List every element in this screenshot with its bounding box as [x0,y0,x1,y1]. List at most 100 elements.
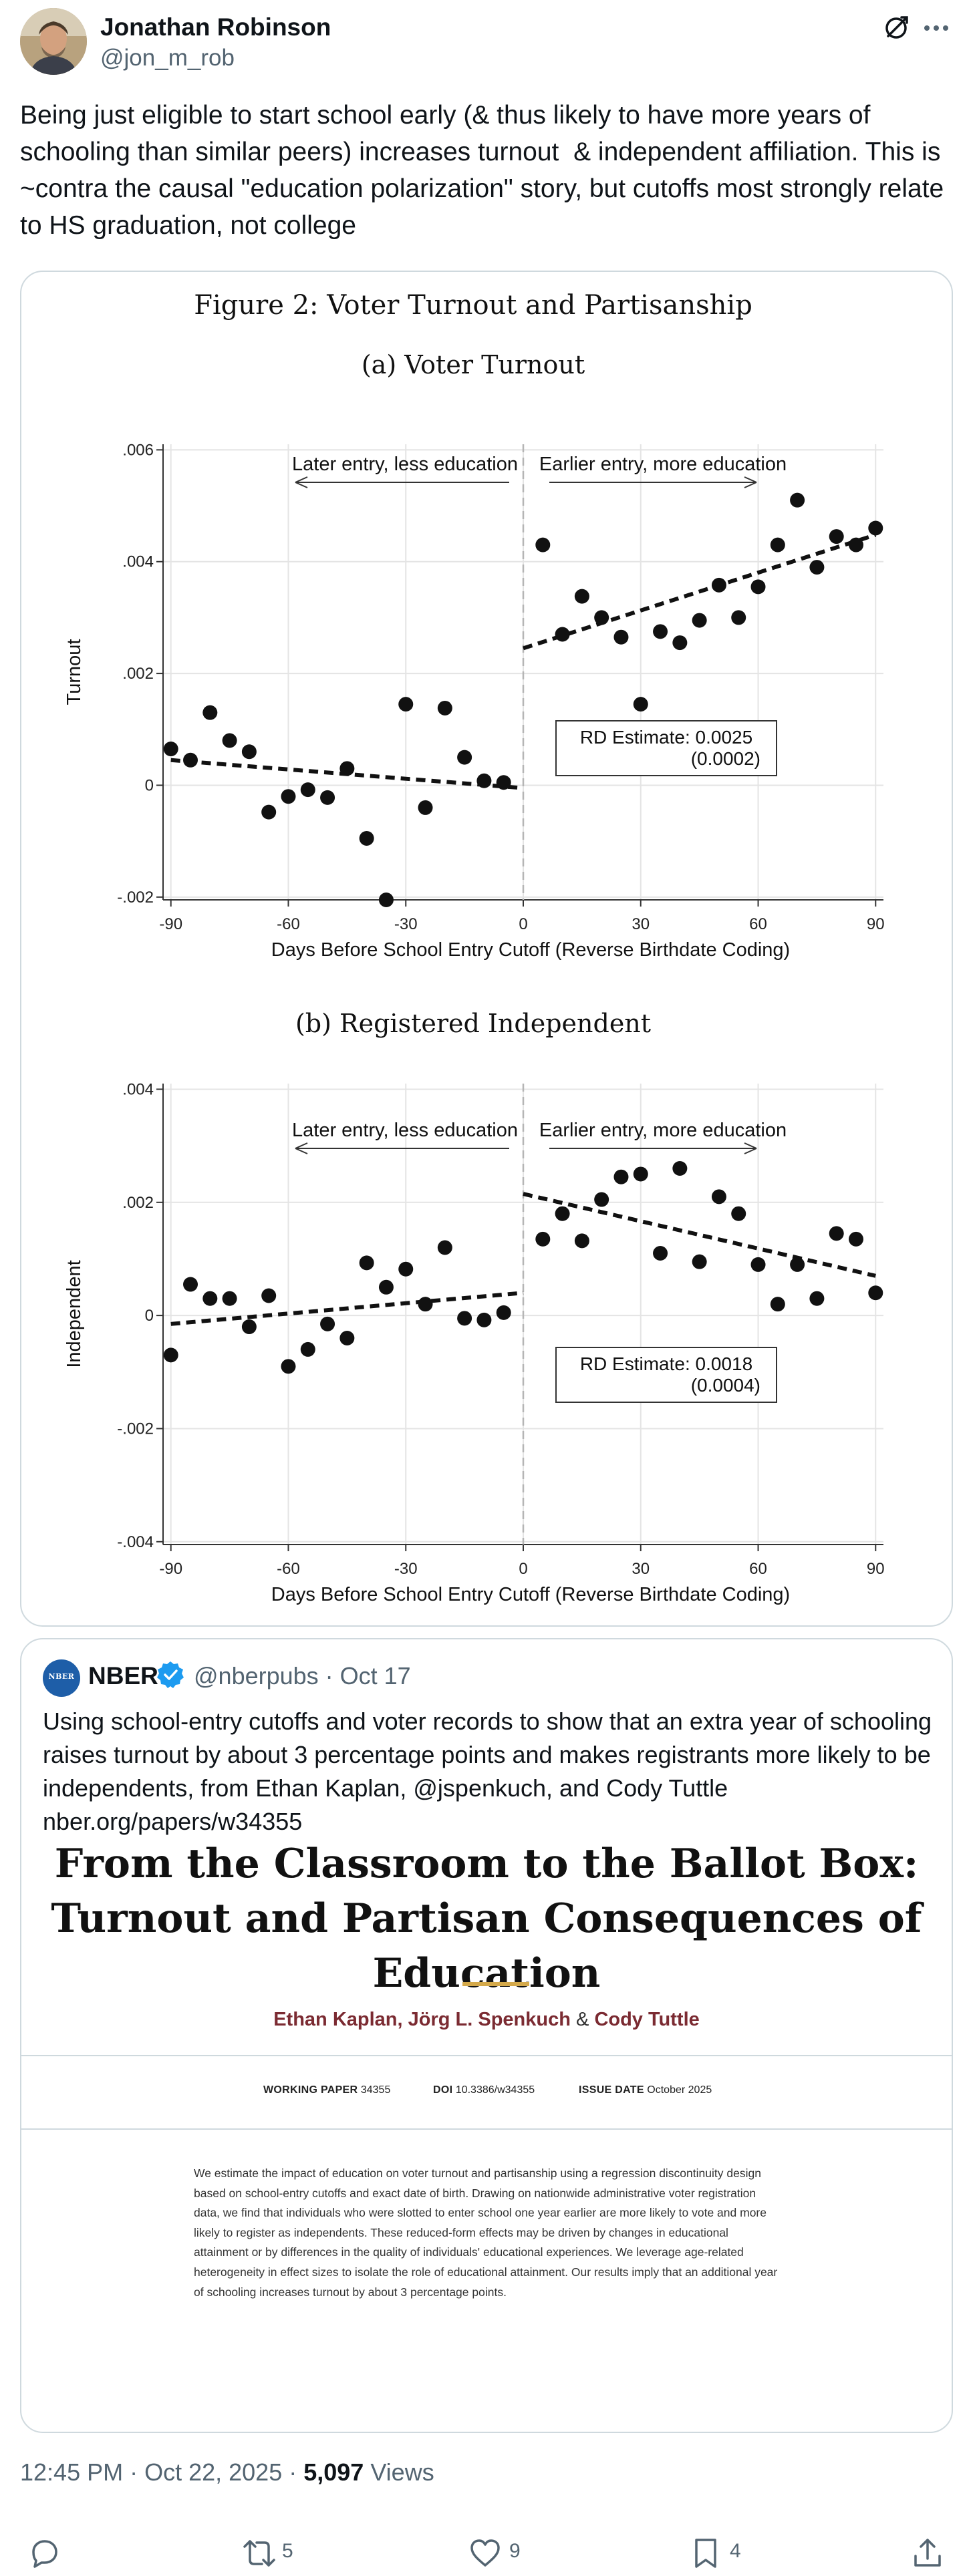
nber-logo[interactable]: NBER [43,1659,80,1697]
turnout-data-point [378,893,394,907]
paper-preview-image[interactable]: From the Classroom to the Ballot Box: Tu… [21,1836,952,2432]
turnout-data-point [163,742,178,757]
retweet-count: 5 [282,2540,293,2562]
like-button[interactable]: 9 [468,2532,548,2572]
turnout-data-point [790,492,805,508]
turnout-data-point [457,750,472,765]
turnout-data-point [731,610,746,625]
turnout-data-point [398,697,414,712]
turnout-x-tick-label: 30 [632,915,650,933]
doi-label: DOI [433,2084,453,2096]
grok-icon[interactable] [879,11,913,45]
independent-x-tick-label: 30 [632,1560,650,1578]
independent-x-tick-label: -90 [159,1560,182,1578]
avatar-image [20,8,87,75]
quoted-tweet[interactable]: NBER NBER @nberpubs · Oct 17 Using schoo… [20,1638,953,2433]
independent-rd-se: (0.0004) [691,1375,760,1396]
quote-author-name[interactable]: NBER [88,1662,158,1689]
turnout-rd-box [555,720,777,776]
working-paper-number: 34355 [360,2084,391,2096]
turnout-subplot-title: (a) Voter Turnout [362,350,585,379]
independent-data-point [437,1240,452,1255]
independent-x-tick-label: -60 [277,1560,300,1578]
turnout-data-point [339,761,355,776]
reply-button[interactable] [27,2532,67,2572]
turnout-y-tick-label: .002 [122,665,154,683]
turnout-data-point [437,700,452,715]
bookmark-button[interactable]: 4 [688,2532,769,2572]
turnout-y-tick-label: 0 [145,776,154,794]
independent-data-point [418,1297,433,1312]
independent-data-point [359,1255,374,1271]
independent-rd-estimate: RD Estimate: 0.0018 [580,1353,752,1374]
tweet-timestamp-views: 12:45 PM · Oct 22, 2025 · 5,097 Views [20,2458,434,2486]
turnout-x-tick-label: -60 [277,915,300,933]
independent-subplot-title: (b) Registered Independent [295,1009,651,1038]
independent-fit-line-left [170,1291,524,1326]
paper-author-1: Ethan Kaplan [273,2009,398,2030]
independent-data-point [829,1226,844,1241]
author-handle[interactable]: @jon_m_rob [100,45,235,71]
like-count: 9 [509,2540,521,2562]
retweet-button[interactable]: 5 [241,2532,321,2572]
turnout-y-tick-label: -.002 [117,889,154,907]
turnout-data-point [613,629,629,645]
independent-y-tick-label: -.004 [117,1533,154,1551]
independent-rd-box [555,1347,777,1403]
issue-date-value: October 2025 [647,2084,712,2096]
independent-y-axis-label: Independent [63,1260,85,1367]
turnout-y-tick-label: .004 [122,553,154,571]
turnout-data-point [868,520,883,536]
turnout-data-point [672,635,688,651]
tweet-text: Being just eligible to start school earl… [20,101,955,240]
turnout-data-point [535,537,551,552]
paper-title: From the Classroom to the Ballot Box: Tu… [51,1840,922,1997]
doi-meta: DOI 10.3386/w34355 [433,2084,535,2096]
independent-data-point [790,1257,805,1272]
share-button[interactable] [910,2532,950,2572]
turnout-y-tick-label: .006 [122,441,154,459]
independent-data-point [378,1279,394,1295]
tweet-timestamp[interactable]: 12:45 PM · Oct 22, 2025 · [20,2458,304,2486]
turnout-data-point [241,744,257,760]
independent-data-point [868,1285,883,1301]
turnout-data-point [633,697,648,712]
independent-left-annotation: Later entry, less education [292,1120,518,1141]
paper-author-comma: , [397,2009,403,2030]
turnout-right-annotation: Earlier entry, more education [539,454,787,475]
turnout-rd-se: (0.0002) [691,748,760,769]
independent-data-point [809,1291,825,1306]
turnout-data-point [555,627,570,642]
independent-data-point [692,1254,707,1269]
independent-data-point [653,1245,668,1261]
independent-data-point [281,1359,296,1374]
turnout-data-point [359,830,374,846]
independent-data-point [496,1305,511,1320]
independent-data-point [476,1312,492,1327]
independent-data-point [672,1160,688,1176]
turnout-data-point [848,537,863,552]
more-options-icon[interactable] [920,11,953,45]
doi-value: 10.3386/w34355 [455,2084,535,2096]
turnout-data-point [418,800,433,815]
independent-data-point [457,1311,472,1326]
independent-data-point [222,1291,237,1306]
turnout-data-point [183,752,198,768]
independent-data-point [594,1192,609,1207]
independent-data-point [848,1231,863,1247]
turnout-right-arrowhead [744,476,757,488]
independent-left-arrowhead [295,1142,308,1154]
turnout-data-point [829,529,844,544]
author-name[interactable]: Jonathan Robinson [100,13,331,41]
quote-handle-date[interactable]: @nberpubs · Oct 17 [194,1662,411,1689]
turnout-data-point [692,613,707,628]
avatar[interactable] [20,8,87,75]
tweet-header: Jonathan Robinson @jon_m_rob [20,8,953,75]
independent-data-point [770,1297,785,1312]
tweet-action-bar: 5 9 4 [0,2532,973,2572]
reply-icon [32,2540,57,2568]
independent-data-point [535,1231,551,1247]
independent-data-point [202,1291,218,1306]
quote-text: Using school-entry cutoffs and voter rec… [43,1708,932,1835]
tweet-media-figure[interactable]: Figure 2: Voter Turnout and Partisanship… [20,271,953,1627]
